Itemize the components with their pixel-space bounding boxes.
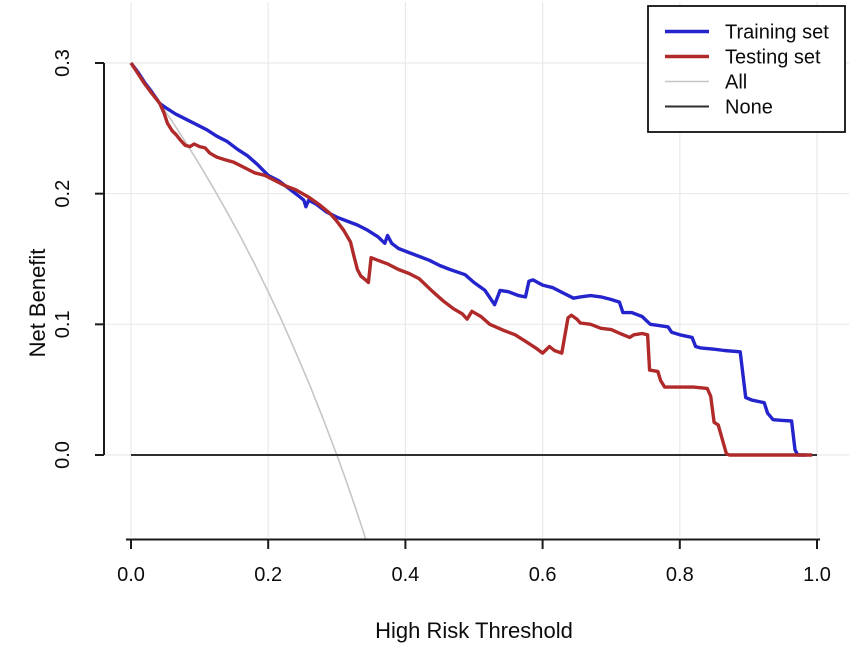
x-tick-label: 1.0 (803, 564, 831, 586)
legend-item-label: Testing set (725, 47, 821, 69)
legend-item-label: Training set (725, 22, 829, 44)
legend-item-label: All (725, 72, 747, 94)
x-axis-title: High Risk Threshold (375, 618, 573, 643)
series-layer (129, 61, 817, 539)
series-line-testing-set (129, 62, 813, 457)
x-tick-label: 0.6 (529, 564, 557, 586)
series-line-all (130, 62, 367, 539)
y-tick-label: 0.2 (52, 180, 74, 208)
x-tick-label: 0.0 (117, 564, 145, 586)
x-tick-label: 0.8 (666, 564, 694, 586)
series-line-training-set (129, 61, 807, 457)
x-tick-label: 0.4 (391, 564, 419, 586)
y-axis-title: Net Benefit (25, 249, 50, 358)
y-tick-label: 0.1 (52, 310, 74, 338)
axes-layer: 0.0 0.1 0.2 0.3 0.0 0.2 0.4 0.6 0.8 1.0 (52, 49, 831, 586)
y-tick-label: 0.0 (52, 441, 74, 469)
legend-box: Training set Testing set All None (647, 5, 846, 133)
x-tick-label: 0.2 (254, 564, 282, 586)
legend-item-label: None (725, 97, 773, 119)
legend-frame (647, 5, 846, 133)
y-tick-label: 0.3 (52, 49, 74, 77)
